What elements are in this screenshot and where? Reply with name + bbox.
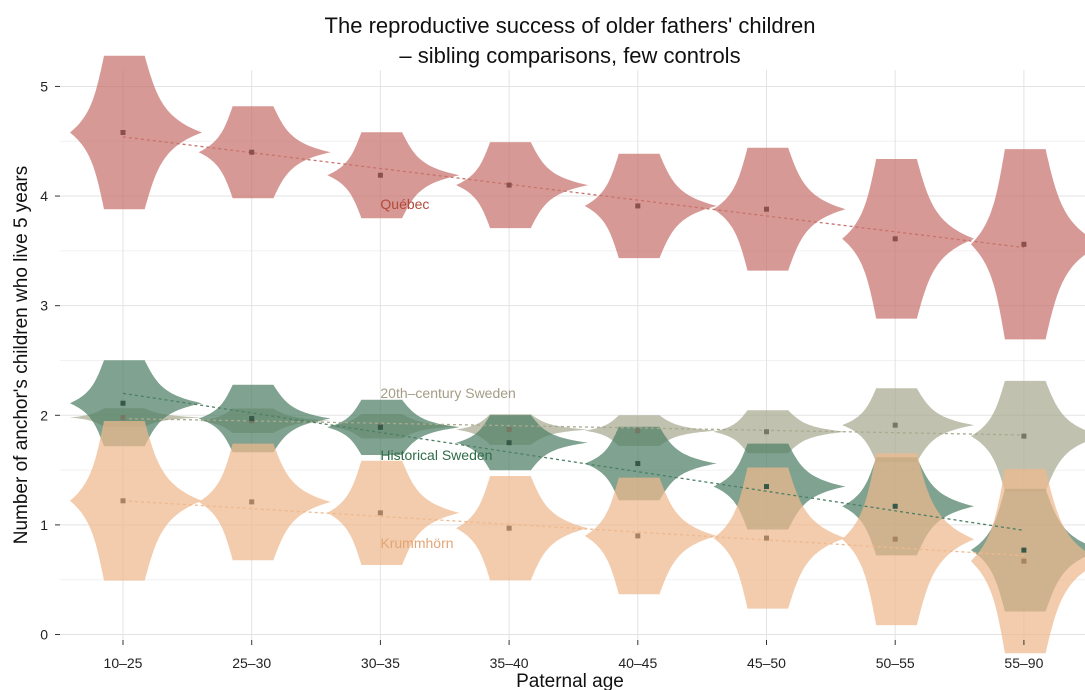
series-label: Krummhörn (380, 535, 453, 551)
mean-point (377, 424, 383, 430)
chart-title-line-1: The reproductive success of older father… (325, 13, 816, 38)
series-labels: Québec 20th–century Sweden Historical Swed… (380, 196, 515, 551)
y-axis-title: Number of anchor's children who live 5 y… (11, 166, 32, 545)
violin (970, 469, 1085, 654)
y-tick-label: 0 (40, 627, 48, 643)
x-tick-label: 30–35 (361, 655, 400, 671)
violin (198, 384, 331, 453)
mean-point (635, 428, 641, 434)
violin (970, 380, 1085, 492)
mean-point (1021, 558, 1027, 564)
y-tick-label: 2 (40, 407, 48, 423)
violin (456, 476, 589, 581)
violins (70, 55, 1085, 654)
y-tick-label: 3 (40, 298, 48, 314)
mean-point (377, 172, 383, 178)
violin (842, 453, 975, 626)
series-label: Québec (380, 196, 429, 212)
mean-point (249, 149, 255, 155)
violin (70, 421, 202, 581)
violin (327, 132, 460, 219)
y-tick-label: 5 (40, 78, 48, 94)
x-tick-label: 10–25 (104, 655, 143, 671)
violin (970, 149, 1085, 340)
mean-point (506, 182, 512, 188)
mean-point (764, 484, 769, 490)
violin (713, 147, 846, 271)
mean-point (635, 533, 641, 539)
mean-point (892, 536, 898, 542)
violin (842, 159, 975, 319)
mean-point (120, 400, 126, 406)
mean-point (377, 510, 383, 516)
violin (456, 142, 589, 229)
mean-point (1021, 433, 1027, 439)
mean-point (249, 499, 255, 505)
mean-point (764, 535, 769, 541)
mean-point (892, 422, 898, 428)
trend-line (122, 500, 1024, 557)
violin (70, 360, 202, 447)
mean-point (249, 416, 255, 422)
trend-lines (122, 136, 1024, 557)
violin (842, 388, 975, 462)
violin (327, 460, 460, 565)
violin (456, 415, 589, 471)
y-tick-label: 1 (40, 517, 48, 533)
mean-point (506, 440, 512, 446)
mean-point (764, 429, 769, 435)
violin (584, 153, 717, 259)
mean-point (892, 236, 898, 242)
violin (198, 443, 331, 561)
axes: 0 1 2 3 4 5 10–25 25–30 30–35 35–40 40–45 45–50 50–5… (40, 78, 1043, 671)
violin (584, 477, 717, 595)
series-label: Historical Sweden (380, 447, 492, 463)
mean-point (635, 461, 641, 467)
series-label: 20th–century Sweden (380, 385, 515, 401)
mean-point (120, 129, 126, 135)
trend-line (122, 417, 1024, 436)
mean-point (120, 498, 126, 504)
mean-point (506, 427, 512, 433)
x-tick-label: 35–40 (490, 655, 529, 671)
mean-point (1021, 241, 1027, 247)
mean-point (892, 503, 898, 509)
x-tick-label: 45–50 (747, 655, 786, 671)
y-tick-label: 4 (40, 188, 48, 204)
violin (327, 399, 460, 455)
violin (70, 55, 202, 210)
trend-line (122, 392, 1024, 532)
violin (713, 467, 846, 609)
x-axis-title: Paternal age (516, 671, 624, 690)
x-tick-label: 50–55 (876, 655, 915, 671)
mean-point (506, 525, 512, 531)
trend-line (122, 136, 1024, 249)
mean-point (635, 203, 641, 209)
mean-point (1021, 547, 1027, 553)
mean-points (120, 129, 1027, 564)
x-tick-label: 40–45 (618, 655, 657, 671)
violin (713, 410, 846, 454)
violin (198, 106, 331, 199)
mean-point (764, 206, 769, 212)
x-tick-label: 55–90 (1004, 655, 1043, 671)
mean-point (120, 414, 126, 420)
chart-title-line-2: – sibling comparisons, few controls (399, 43, 740, 68)
x-tick-label: 25–30 (232, 655, 271, 671)
